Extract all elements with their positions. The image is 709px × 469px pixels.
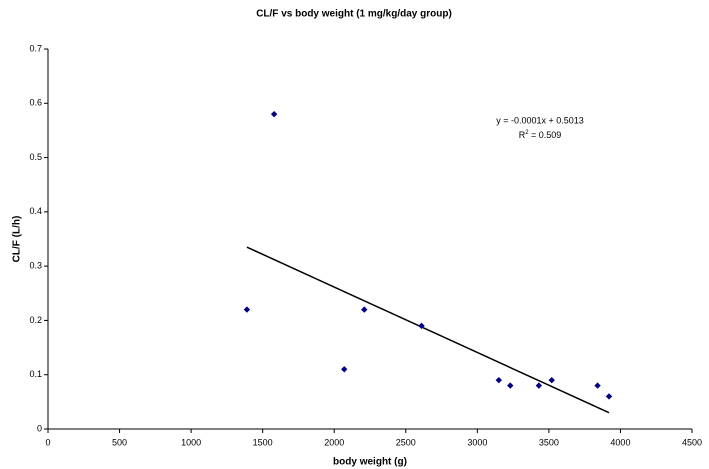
x-tick-label: 1500 [253, 437, 273, 447]
y-tick-label: 0.7 [29, 43, 42, 53]
trendline [246, 246, 610, 414]
x-tick-label: 0 [45, 437, 50, 447]
point [270, 110, 278, 118]
x-tick-label: 1000 [181, 437, 201, 447]
x-tick-label: 500 [112, 437, 127, 447]
point [548, 376, 555, 384]
point [361, 306, 368, 313]
y-tick-label: 0.4 [29, 206, 42, 216]
r-superscript: 2 [525, 130, 529, 136]
x-tick-label: 4500 [682, 437, 702, 447]
x-tick-label: 2000 [324, 437, 344, 447]
y-tick-label: 0.1 [29, 369, 42, 379]
r-label: R [519, 130, 526, 140]
r-value: = 0.509 [529, 130, 562, 140]
x-tick-label: 2500 [396, 437, 416, 447]
trend-equation: y = -0.0001x + 0.5013 [496, 115, 584, 125]
y-tick-label: 0 [37, 423, 42, 433]
point [243, 306, 251, 313]
x-tick-label: 3000 [467, 437, 487, 447]
point [605, 393, 613, 400]
x-tick-label: 4000 [610, 437, 630, 447]
chart-title: CL/F vs body weight (1 mg/kg/day group) [256, 9, 452, 20]
x-tick-label: 3500 [539, 437, 559, 447]
y-tick-label: 0.3 [29, 261, 42, 271]
point [495, 376, 502, 384]
y-tick-label: 0.6 [29, 98, 42, 108]
point [418, 322, 425, 330]
point [341, 366, 348, 373]
y-tick-label: 0.2 [29, 315, 42, 325]
x-axis-label: body weight (g) [333, 457, 407, 468]
point [594, 382, 601, 389]
point [507, 382, 514, 389]
y-tick-label: 0.5 [29, 152, 42, 162]
r-squared: R2 = 0.509 [519, 130, 562, 141]
y-axis-label: CL/F (L/h) [12, 216, 23, 263]
point [535, 382, 543, 389]
